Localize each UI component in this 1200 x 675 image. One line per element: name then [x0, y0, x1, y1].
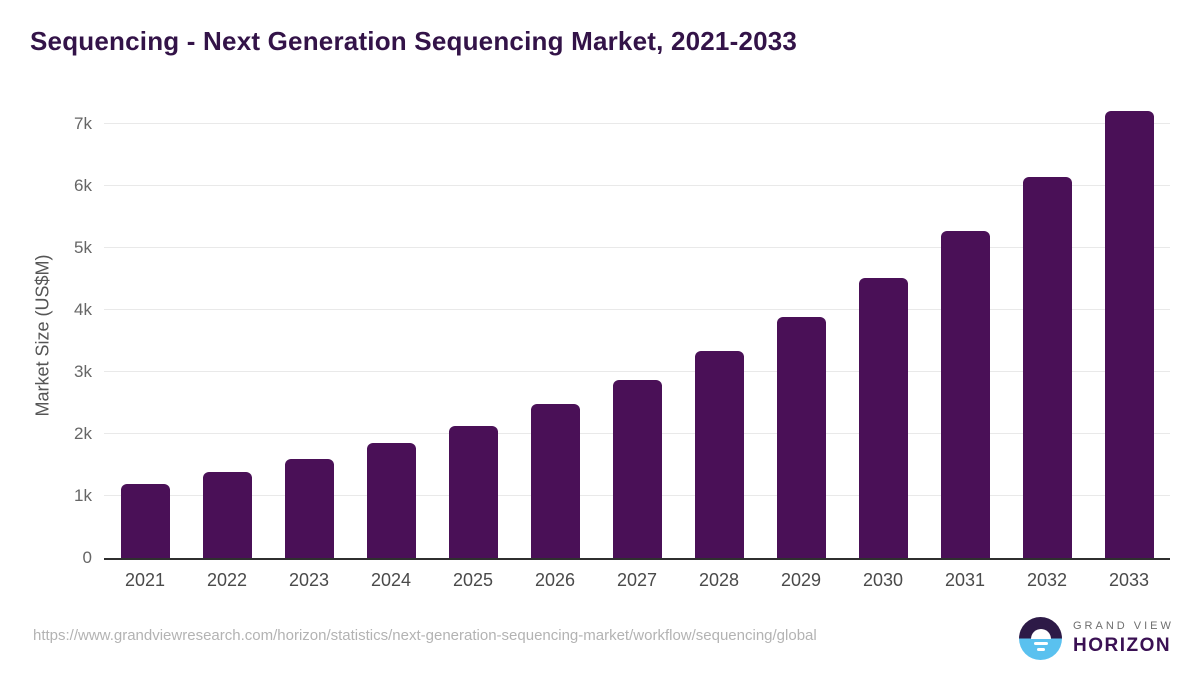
bar-2024[interactable] — [366, 443, 416, 558]
y-tick-label: 5k — [74, 237, 92, 257]
gridline — [104, 246, 1170, 248]
bar-2026[interactable] — [530, 404, 580, 558]
y-tick-label: 0 — [82, 548, 92, 567]
bar-2025[interactable] — [448, 425, 498, 558]
bar-slot — [924, 231, 1006, 558]
bar-slot — [432, 425, 514, 558]
logo-text: GRAND VIEW HORIZON — [1073, 620, 1174, 656]
logo-brand-name: GRAND VIEW — [1073, 620, 1174, 633]
x-tick-label: 2033 — [1108, 570, 1150, 590]
x-tick-label: 2030 — [862, 570, 904, 590]
y-axis-title: Market Size (US$M) — [32, 254, 53, 417]
x-axis-ticks: 2021 2022 2023 2024 2025 2026 2027 2028 2029 2030… — [104, 570, 1170, 591]
y-tick-label: 3k — [74, 361, 92, 381]
gridline — [104, 370, 1170, 372]
x-tick-label: 2022 — [206, 570, 248, 590]
bar-slot — [350, 443, 432, 558]
bar-slot — [186, 472, 268, 558]
bar-slot — [104, 483, 186, 558]
x-tick-label: 2024 — [370, 570, 412, 590]
logo-product-name: HORIZON — [1073, 634, 1172, 656]
x-tick-label: 2029 — [780, 570, 822, 590]
bar-2029[interactable] — [776, 317, 826, 558]
bar-2027[interactable] — [612, 380, 662, 558]
bar-2021[interactable] — [120, 483, 170, 558]
reflection-line — [1033, 642, 1048, 645]
gridline — [104, 308, 1170, 310]
y-tick-label: 7k — [74, 113, 92, 133]
source-url: https://www.grandviewresearch.com/horizo… — [33, 627, 817, 644]
y-tick-label: 2k — [74, 423, 92, 443]
plot-area — [104, 96, 1170, 560]
x-tick-label: 2021 — [124, 570, 166, 590]
y-tick-label: 4k — [74, 299, 92, 319]
bar-slot — [514, 404, 596, 558]
bar-2023[interactable] — [284, 458, 334, 558]
bar-slot — [596, 380, 678, 558]
x-tick-label: 2028 — [698, 570, 740, 590]
y-tick-label: 1k — [74, 485, 92, 505]
bar-2033[interactable] — [1104, 110, 1154, 558]
x-tick-label: 2023 — [288, 570, 330, 590]
bars-layer — [104, 96, 1170, 558]
x-tick-label: 2031 — [944, 570, 986, 590]
gridline — [104, 184, 1170, 186]
bar-slot — [1088, 110, 1170, 558]
x-tick-label: 2027 — [616, 570, 658, 590]
bar-2031[interactable] — [940, 231, 990, 558]
bar-slot — [268, 458, 350, 558]
bar-2032[interactable] — [1022, 176, 1072, 558]
chart-title: Sequencing - Next Generation Sequencing … — [30, 26, 798, 56]
bar-slot — [842, 278, 924, 558]
horizon-sun-icon — [1019, 617, 1062, 660]
bar-slot — [760, 317, 842, 558]
bar-2022[interactable] — [202, 472, 252, 558]
bar-2028[interactable] — [694, 350, 744, 558]
sun-dome-shape — [1030, 628, 1051, 639]
bar-slot — [1006, 176, 1088, 558]
y-tick-label: 6k — [74, 175, 92, 195]
x-tick-label: 2026 — [534, 570, 576, 590]
gridline — [104, 122, 1170, 124]
brand-logo: GRAND VIEW HORIZON — [1019, 617, 1174, 660]
bar-slot — [678, 350, 760, 558]
x-tick-label: 2025 — [452, 570, 494, 590]
x-tick-label: 2032 — [1026, 570, 1068, 590]
reflection-line — [1036, 648, 1045, 651]
bar-2030[interactable] — [858, 278, 908, 558]
